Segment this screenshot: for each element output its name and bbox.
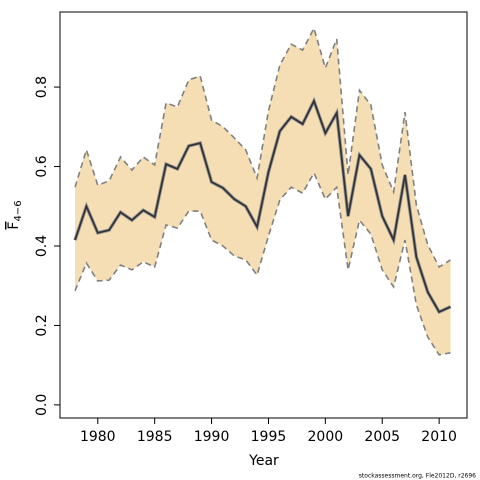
y-tick-label-group: 0.8 — [34, 76, 50, 98]
band-edge-lower — [74, 171, 451, 356]
y-axis-label-group: F4−6 — [6, 200, 24, 229]
y-tick-label-group: 0.2 — [34, 314, 50, 336]
plot-frame — [59, 11, 468, 419]
x-tick-label: 1985 — [137, 429, 173, 445]
y-tick-label: 0.4 — [34, 235, 50, 257]
y-tick-label-group: 0.6 — [34, 155, 50, 177]
y-axis-label: F4−6 — [6, 200, 24, 229]
line — [74, 98, 451, 314]
x-tick-label: 2000 — [308, 429, 344, 445]
y-tick-label: 0.0 — [34, 394, 50, 416]
x-tick-label: 1990 — [194, 429, 230, 445]
band-edge-upper — [74, 26, 451, 269]
x-axis-label: Year — [248, 453, 279, 469]
y-tick-label-group: 0.0 — [34, 394, 50, 416]
x-tick-label: 1980 — [80, 429, 116, 445]
y-tick-label: 0.6 — [34, 155, 50, 177]
y-tick-label: 0.2 — [34, 314, 50, 336]
y-label-sub: 4−6 — [13, 200, 24, 221]
y-tick-label: 0.8 — [34, 76, 50, 98]
y-label-main: F — [6, 222, 22, 230]
x-tick-label: 2010 — [421, 429, 457, 445]
x-tick-label: 2005 — [364, 429, 400, 445]
y-tick-label-group: 0.4 — [34, 235, 50, 257]
x-tick-label: 1995 — [251, 429, 287, 445]
footer: stockassessment.org, Fle2012D, r2696 — [359, 473, 476, 480]
